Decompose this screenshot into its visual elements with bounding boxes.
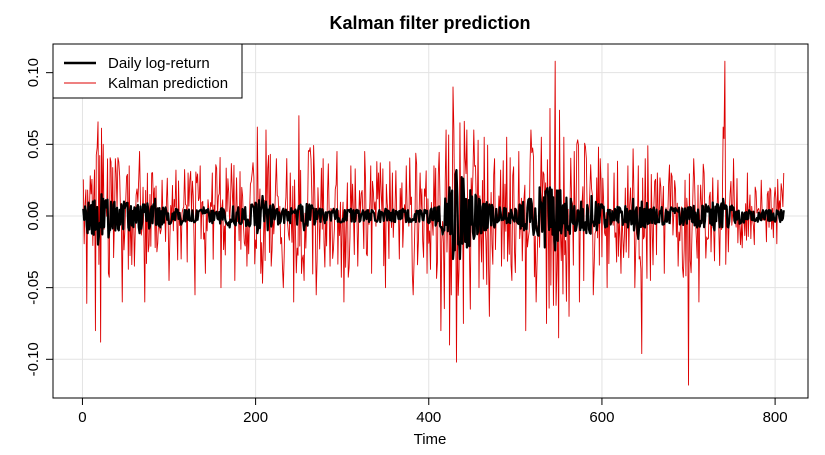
legend-box bbox=[52, 43, 243, 99]
x-tick-label-2: 400 bbox=[416, 409, 441, 426]
legend: Daily log-return Kalman prediction bbox=[52, 43, 243, 99]
series-line-daily-log-return bbox=[82, 169, 785, 261]
y-tick-label-3: 0.05 bbox=[25, 130, 42, 159]
y-tick-label-4: 0.10 bbox=[25, 58, 42, 87]
legend-entry-daily-log-return-label: Daily log-return bbox=[108, 55, 210, 72]
legend-entry-kalman-prediction-label: Kalman prediction bbox=[108, 75, 228, 92]
x-tick-label-0: 0 bbox=[78, 409, 86, 426]
x-tick-label-4: 800 bbox=[763, 409, 788, 426]
x-tick-label-1: 200 bbox=[243, 409, 268, 426]
axes: 0 200 400 600 800 -0.10 -0.05 0.00 0.05 0.10 bbox=[25, 58, 788, 426]
chart-title: Kalman filter prediction bbox=[329, 13, 530, 33]
x-tick-label-3: 600 bbox=[589, 409, 614, 426]
series-lines bbox=[82, 60, 785, 386]
y-tick-label-2: 0.00 bbox=[25, 201, 42, 230]
plot-frame bbox=[52, 43, 809, 399]
y-tick-label-1: -0.05 bbox=[25, 271, 42, 305]
x-axis-label: Time bbox=[414, 431, 447, 448]
y-tick-label-0: -0.10 bbox=[25, 342, 42, 376]
